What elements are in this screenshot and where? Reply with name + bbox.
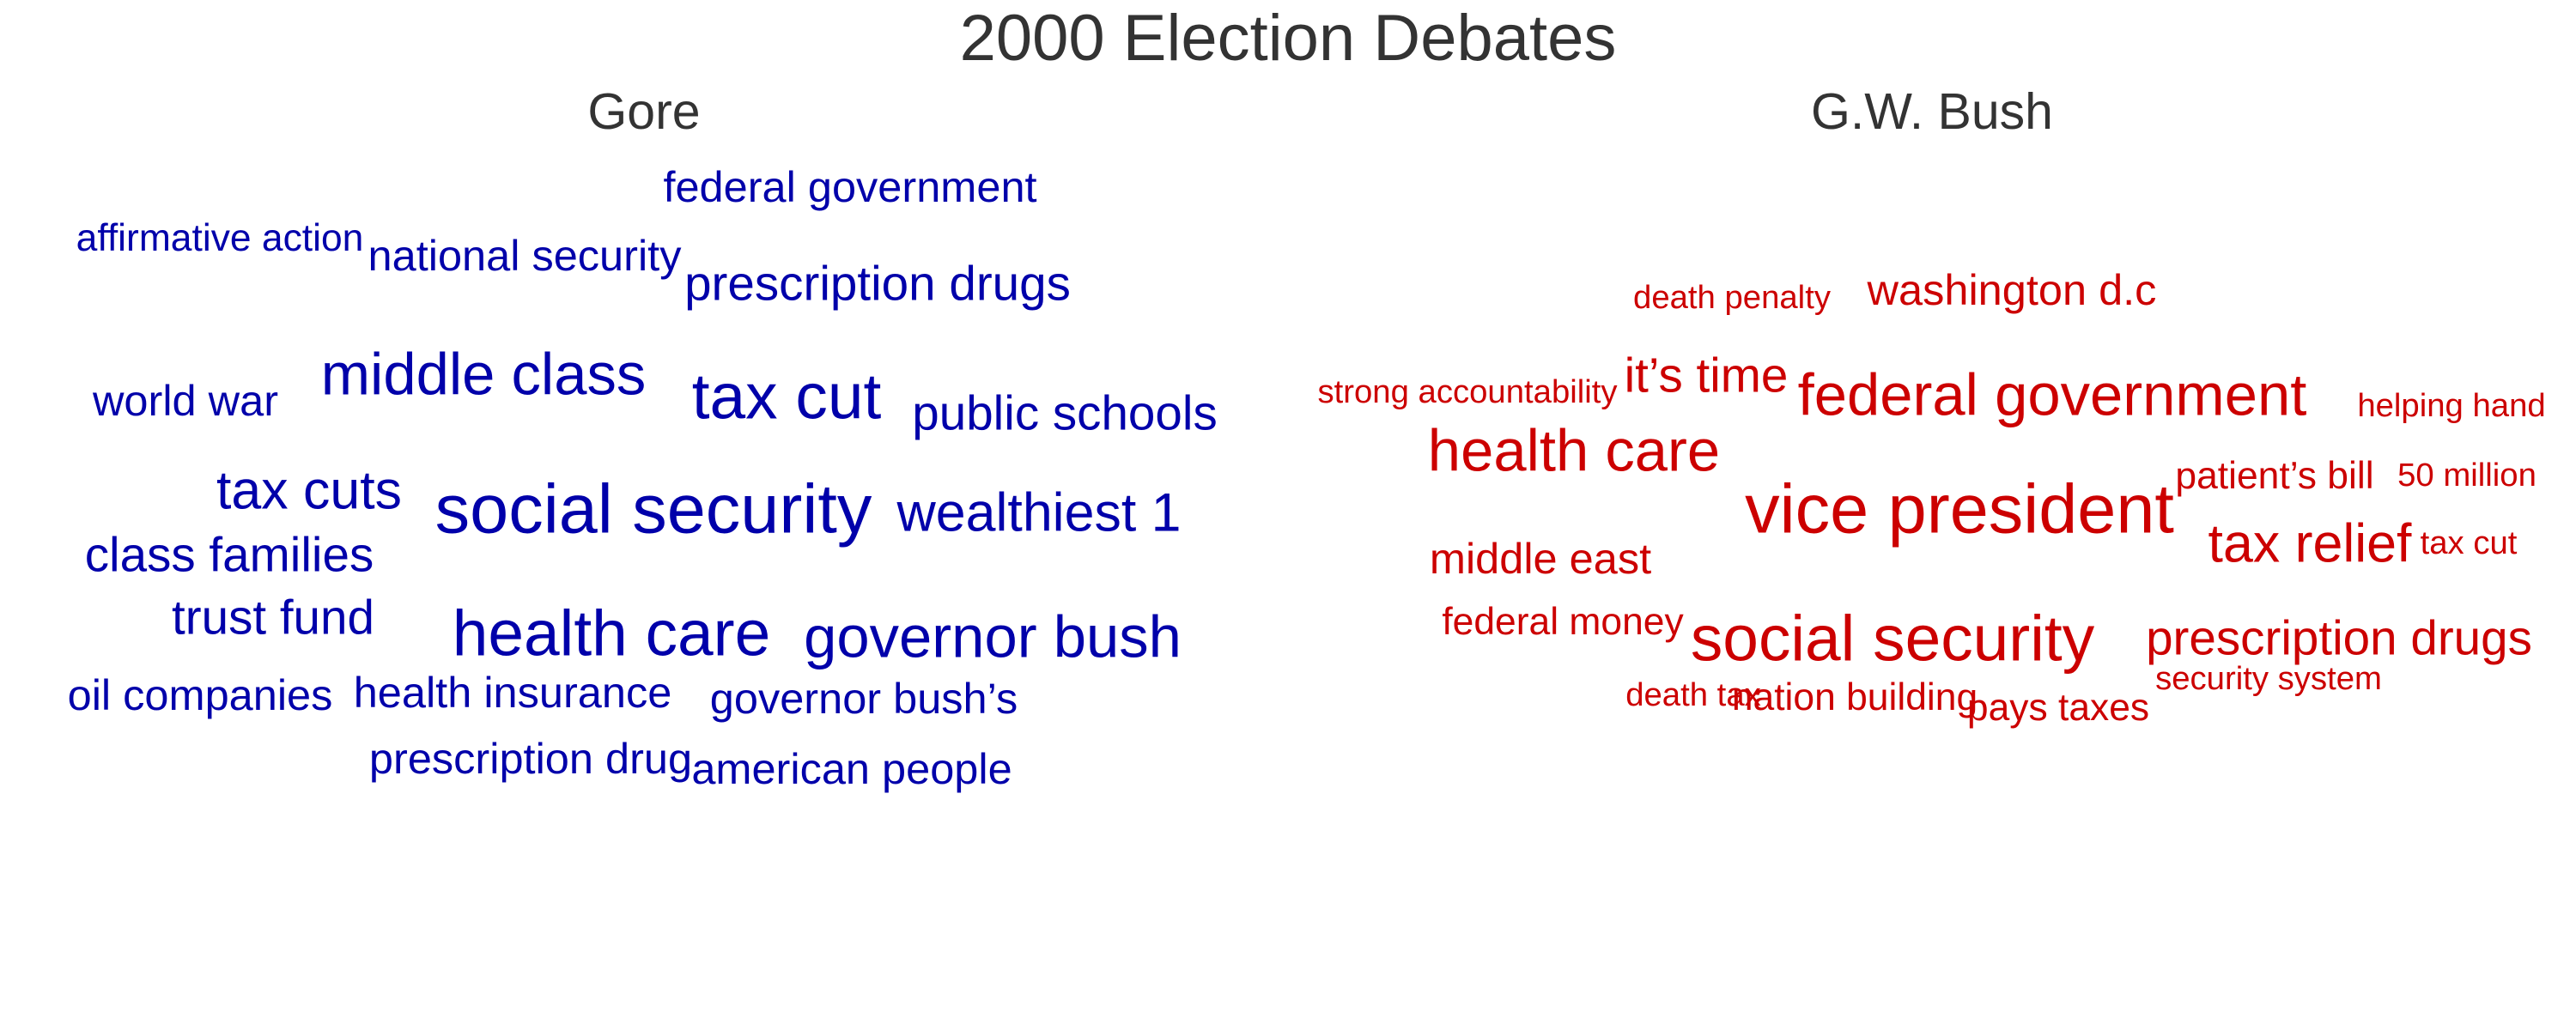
chart-title: 2000 Election Debates (959, 2, 1617, 75)
word-gore-middle-class: middle class (320, 341, 647, 408)
word-gore-american-people: american people (691, 743, 1012, 793)
word-gore-affirmative-action: affirmative action (76, 216, 364, 259)
word-gore-trust-fund: trust fund (172, 590, 374, 645)
word-gore-governor-bush: governor bush (804, 603, 1182, 670)
word-gore-tax-cuts: tax cuts (216, 460, 403, 521)
word-gore-social-security: social security (434, 470, 872, 548)
word-gore-tax-cut: tax cut (691, 360, 882, 433)
word-bush-health-care: health care (1427, 417, 1721, 484)
word-gore-public-schools: public schools (912, 385, 1218, 440)
word-bush-it-s-time: it’s time (1624, 348, 1789, 403)
word-bush-security-system: security system (2155, 659, 2382, 697)
word-gore-health-insurance: health insurance (353, 667, 672, 717)
panel-title-bush: G.W. Bush (1811, 83, 2053, 140)
word-bush-patient-s-bill: patient’s bill (2175, 454, 2374, 497)
gore-panel: Gore social security tax cut health care mi… (0, 77, 1288, 1030)
word-bush-strong-accountability: strong accountability (1317, 373, 1618, 410)
word-bush-social-security: social security (1690, 602, 2095, 675)
word-bush-50-million: 50 million (2397, 456, 2537, 494)
word-bush-death-penalty: death penalty (1633, 278, 1831, 316)
word-gore-oil-companies: oil companies (67, 670, 333, 719)
word-bush-middle-east: middle east (1429, 533, 1652, 583)
word-bush-death-tax: death tax (1625, 676, 1761, 713)
word-bush-pays-taxes: pays taxes (1966, 686, 2150, 729)
panel-title-gore: Gore (587, 83, 701, 140)
word-gore-world-war: world war (92, 375, 279, 425)
word-bush-federal-money: federal money (1442, 600, 1684, 643)
word-bush-federal-government: federal government (1797, 361, 2307, 428)
word-bush-tax-relief: tax relief (2208, 513, 2412, 574)
word-gore-wealthiest-1: wealthiest 1 (896, 482, 1182, 543)
word-gore-national-security: national security (368, 230, 682, 280)
word-bush-prescription-drugs: prescription drugs (2146, 610, 2532, 665)
word-gore-prescription-drugs: prescription drugs (684, 256, 1071, 311)
word-bush-helping-hand: helping hand (2357, 386, 2546, 424)
word-gore-health-care: health care (452, 597, 771, 670)
word-bush-tax-cut: tax cut (2420, 524, 2518, 561)
word-gore-class-families: class families (84, 527, 374, 582)
word-gore-prescription-drug: prescription drug (368, 733, 693, 783)
word-gore-governor-bush-s: governor bush’s (709, 673, 1018, 723)
word-bush-vice-president: vice president (1745, 470, 2174, 548)
bush-panel: G.W. Bush vice president social security f… (1288, 77, 2576, 1030)
word-bush-nation-building: nation building (1731, 676, 1978, 718)
word-gore-federal-government: federal government (663, 161, 1037, 211)
word-bush-washington-d-c: washington d.c (1867, 264, 2157, 314)
